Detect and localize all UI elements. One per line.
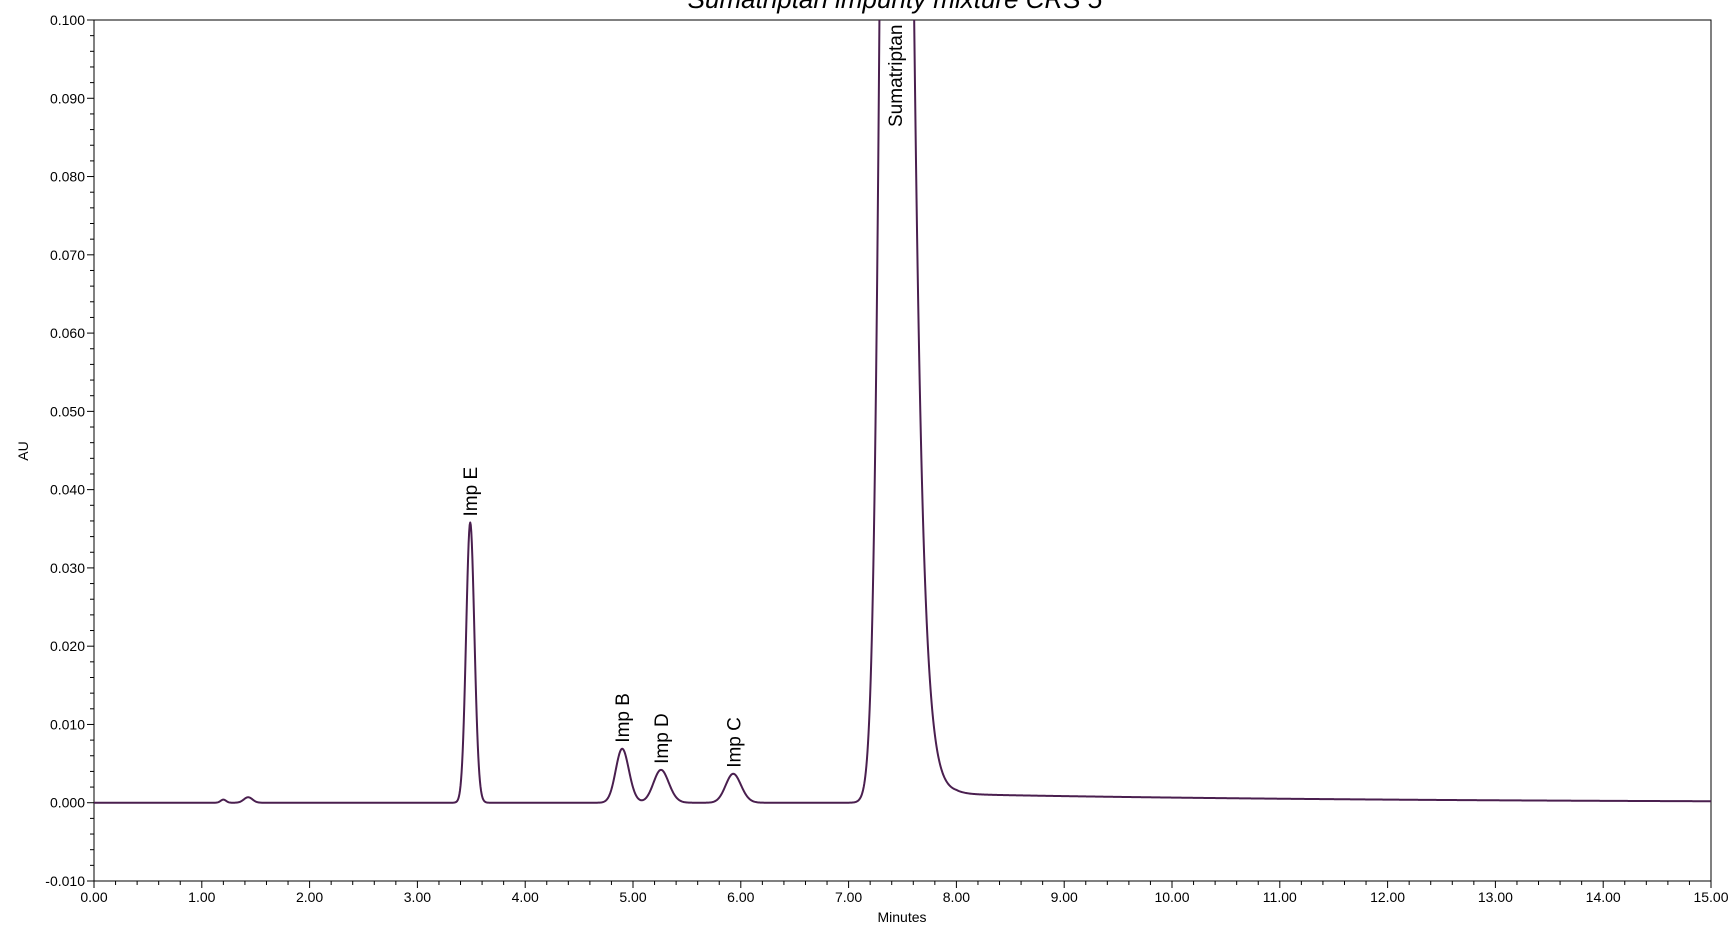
y-tick-label: 0.100 [50, 12, 85, 28]
plot-area [93, 19, 1712, 882]
x-tick-label: 1.00 [188, 889, 215, 905]
y-axis-label: AU [15, 441, 31, 460]
y-tick-label: 0.040 [50, 482, 85, 498]
peak-label: Sumatriptan [886, 25, 907, 127]
chart-title: Sumatriptan impurity mixture CRS 5 [688, 0, 1103, 14]
x-tick-label: 11.00 [1263, 889, 1297, 905]
x-tick-label: 9.00 [1051, 889, 1078, 905]
x-tick-label: 14.00 [1586, 889, 1621, 905]
x-axis: 0.00 1.00 2.00 3.00 4.00 5.00 6.00 7.00 8.00 9.00… [80, 881, 1729, 905]
y-tick-label: 0.010 [50, 716, 85, 732]
y-tick-label: 0.080 [50, 169, 85, 185]
x-tick-label: 13.00 [1478, 889, 1513, 905]
x-tick-label: 8.00 [943, 889, 970, 905]
x-tick-label: 4.00 [512, 889, 539, 905]
plot-frame [93, 19, 1712, 882]
x-tick-label: 2.00 [296, 889, 323, 905]
peak-label: Imp B [613, 693, 634, 743]
x-axis-label: Minutes [877, 909, 926, 925]
peak-label: Imp E [461, 467, 482, 517]
x-tick-label: 12.00 [1370, 889, 1405, 905]
peak-labels: Imp E Imp B Imp D Imp C Sumatriptan [461, 25, 907, 768]
y-tick-label: 0.020 [50, 638, 85, 654]
x-tick-label: 10.00 [1154, 889, 1189, 905]
peak-label: Imp C [724, 717, 745, 768]
x-tick-label: 7.00 [835, 889, 862, 905]
x-tick-label: 3.00 [404, 889, 431, 905]
y-tick-label: 0.070 [50, 247, 85, 263]
chromatogram-trace [94, 20, 1711, 804]
x-tick-label: 15.00 [1693, 889, 1728, 905]
y-tick-label: -0.010 [45, 873, 85, 889]
x-tick-label: 6.00 [727, 889, 754, 905]
y-tick-label: 0.090 [50, 90, 85, 106]
y-tick-label: 0.050 [50, 403, 85, 419]
y-axis: -0.010 0.000 0.010 0.020 0.030 0.040 0.050 0.06… [45, 12, 94, 889]
y-tick-label: 0.000 [50, 795, 85, 811]
x-tick-label: 5.00 [619, 889, 646, 905]
x-tick-label: 0.00 [80, 889, 107, 905]
y-tick-label: 0.030 [50, 560, 85, 576]
peak-label: Imp D [652, 713, 673, 764]
y-tick-label: 0.060 [50, 325, 85, 341]
